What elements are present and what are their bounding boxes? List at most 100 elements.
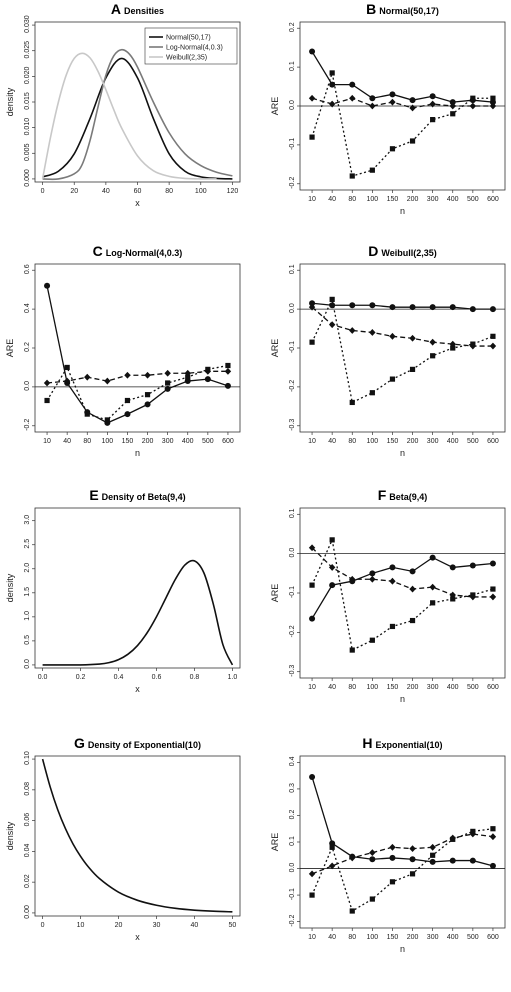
series-line <box>311 306 493 347</box>
x-tick-label: 20 <box>70 188 78 195</box>
data-point <box>409 856 416 863</box>
panel-letter: F <box>378 487 387 503</box>
data-point <box>489 560 496 567</box>
data-point <box>328 862 336 870</box>
y-tick-label: 0.3 <box>289 783 296 793</box>
legend-entry: Weibull(2,35) <box>166 55 207 62</box>
data-point <box>389 332 396 340</box>
data-point <box>389 843 396 851</box>
data-point <box>389 91 396 98</box>
y-tick-label: 1.0 <box>24 611 31 621</box>
data-point <box>205 366 211 372</box>
x-tick-label: 400 <box>447 438 459 445</box>
data-point <box>389 98 396 106</box>
data-point <box>309 134 315 140</box>
x-tick-label: 300 <box>427 684 439 691</box>
x-tick-label: 10 <box>43 438 51 445</box>
series-diamond <box>308 544 497 601</box>
y-tick-label: 0.4 <box>289 756 296 766</box>
y-tick-label: -0.1 <box>289 888 296 900</box>
x-tick-label: 600 <box>487 196 499 203</box>
x-tick-label: 600 <box>487 684 499 691</box>
x-tick-label: 500 <box>467 438 479 445</box>
data-point <box>369 95 376 102</box>
data-point <box>349 854 356 862</box>
data-point <box>329 70 335 76</box>
data-point <box>349 647 355 653</box>
series-square <box>309 537 496 653</box>
panel-g: G Density of Exponential(10) 0.00 0.02 0.04 0… <box>5 735 241 942</box>
data-point <box>349 575 356 583</box>
y-tick-label: 0.0 <box>289 863 296 873</box>
panel-title-text: G Density of Exponential(10) <box>74 735 201 751</box>
series-line <box>46 364 229 421</box>
y-tick-label: 0.0 <box>289 548 296 558</box>
panel-d: D Weibull(2,35) 0.1 0.0 -0.1 -0.2 -0.3 10 40 80 10… <box>270 243 506 458</box>
x-tick-label: 80 <box>348 684 356 691</box>
x-tick-label: 80 <box>348 934 356 941</box>
data-point <box>328 321 336 329</box>
x-tick-label: 40 <box>63 438 71 445</box>
data-point <box>309 48 316 55</box>
x-tick-label: 10 <box>308 684 316 691</box>
data-point <box>144 371 151 379</box>
data-point <box>308 94 316 102</box>
x-tick-label: 400 <box>447 934 459 941</box>
y-tick-label: 0.0 <box>289 100 296 110</box>
data-point <box>349 173 355 179</box>
series-diamond <box>308 830 497 878</box>
data-point <box>489 833 497 841</box>
data-point <box>490 826 496 832</box>
x-tick-label: 30 <box>153 922 161 929</box>
panel-title: Weibull(2,35) <box>381 248 436 258</box>
data-point <box>409 104 416 112</box>
x-tick-label: 100 <box>367 684 379 691</box>
y-tick-label: 0.020 <box>24 67 31 85</box>
x-tick-label: 400 <box>182 438 194 445</box>
x-tick-label: 0 <box>41 922 45 929</box>
data-point <box>329 582 336 589</box>
data-point <box>369 102 376 110</box>
x-axis-label: n <box>400 694 405 704</box>
panel-letter: G <box>74 735 85 751</box>
series-line <box>311 297 494 404</box>
x-axis-label: n <box>135 448 140 458</box>
data-point <box>308 870 316 878</box>
data-point <box>429 583 436 591</box>
panel-title: Density of Beta(9,4) <box>102 492 186 502</box>
data-point <box>389 879 396 885</box>
data-point <box>144 392 151 398</box>
data-point <box>309 892 315 898</box>
x-tick-label: 10 <box>308 196 316 203</box>
x-tick-label: 100 <box>367 196 379 203</box>
y-tick-label: 0.4 <box>24 303 31 313</box>
panel-title: Exponential(10) <box>376 740 443 750</box>
data-point <box>450 836 456 842</box>
y-tick-label: 0.00 <box>24 905 31 919</box>
data-point <box>449 857 456 864</box>
x-tick-label: 10 <box>77 922 85 929</box>
data-point <box>489 862 496 869</box>
legend: Normal(50,17) Log-Normal(4,0.3) Weibull(2,… <box>144 27 238 65</box>
data-point <box>470 341 476 347</box>
legend-entry: Normal(50,17) <box>166 35 211 42</box>
series-line <box>311 776 494 867</box>
panel-title-text: B Normal(50,17) <box>366 1 439 17</box>
data-point <box>309 615 316 622</box>
data-point <box>429 554 436 561</box>
data-point <box>309 773 316 780</box>
y-tick-label: -0.2 <box>289 177 296 189</box>
panel-letter: C <box>93 243 103 259</box>
x-tick-label: 200 <box>142 438 154 445</box>
data-point <box>449 99 456 106</box>
x-axis-label: n <box>400 944 405 954</box>
y-tick-label: 3.0 <box>24 515 31 525</box>
data-point <box>429 858 436 865</box>
x-tick-label: 40 <box>328 196 336 203</box>
y-tick-label: 0.0 <box>24 381 31 391</box>
y-tick-label: -0.1 <box>289 341 296 353</box>
data-point <box>64 364 70 371</box>
panel-letter: A <box>111 1 121 17</box>
data-point <box>369 302 376 309</box>
data-point <box>389 623 396 630</box>
